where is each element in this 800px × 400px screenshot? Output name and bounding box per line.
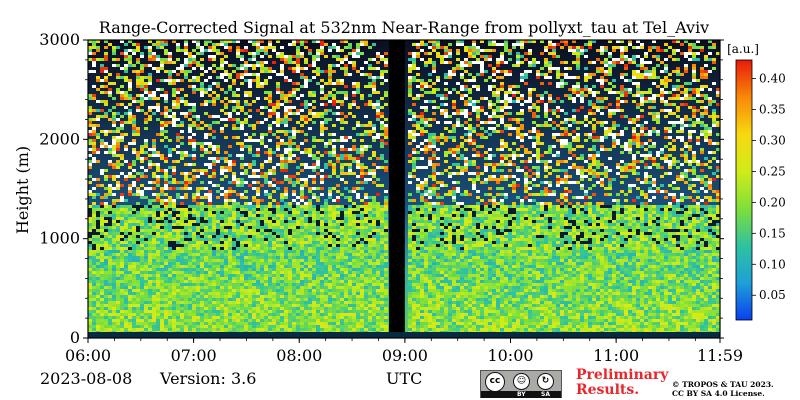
x-axis: 06:00 07:00 08:00 09:00 10:00 11:00 11:59 bbox=[65, 338, 743, 365]
cc-license-logo: cc ☺ ↻ BY SA bbox=[480, 370, 562, 398]
copyright-notice: © TROPOS & TAU 2023. CC BY SA 4.0 Licens… bbox=[672, 380, 774, 398]
x-tick-label: 09:00 bbox=[382, 346, 428, 365]
chart-title: Range-Corrected Signal at 532nm Near-Ran… bbox=[99, 18, 709, 37]
version-label: Version: 3.6 bbox=[160, 369, 257, 388]
heatmap-cells bbox=[88, 40, 720, 334]
y-tick-label: 0 bbox=[70, 328, 80, 347]
colorbar-tick-label: 0.40 bbox=[759, 72, 786, 86]
x-tick-label: 07:00 bbox=[171, 346, 217, 365]
surface-band bbox=[88, 332, 720, 338]
x-axis-label: UTC bbox=[386, 369, 423, 388]
cc-icon: cc bbox=[485, 372, 505, 392]
colorbar: [a.u.] 0.05 0.10 0.15 0.20 0.25 0.30 0.35 0.40 bbox=[727, 42, 786, 321]
y-tick-label: 2000 bbox=[39, 129, 80, 148]
copyright-line-2: CC BY SA 4.0 License. bbox=[672, 389, 765, 398]
sa-label: SA bbox=[541, 391, 550, 398]
preliminary-line-1: Preliminary bbox=[576, 367, 669, 383]
colorbar-tick-label: 0.15 bbox=[759, 226, 786, 240]
preliminary-line-2: Results. bbox=[576, 382, 640, 398]
plot-area bbox=[87, 39, 721, 339]
y-tick-label: 3000 bbox=[39, 30, 80, 49]
colorbar-tick-label: 0.25 bbox=[759, 164, 786, 178]
x-tick-label: 06:00 bbox=[65, 346, 111, 365]
colorbar-ticks: 0.05 0.10 0.15 0.20 0.25 0.30 0.35 0.40 bbox=[752, 72, 786, 302]
colorbar-bar bbox=[735, 59, 753, 321]
preliminary-notice: Preliminary Results. bbox=[576, 368, 668, 398]
colorbar-unit: [a.u.] bbox=[727, 42, 759, 56]
x-tick-label: 11:00 bbox=[593, 346, 639, 365]
colorbar-tick-label: 0.35 bbox=[759, 103, 786, 117]
y-axis-label: Height (m) bbox=[13, 146, 32, 234]
date-label: 2023-08-08 bbox=[40, 369, 133, 388]
by-person-icon: ☺ bbox=[513, 373, 530, 390]
y-axis: 0 1000 2000 3000 bbox=[39, 30, 724, 347]
no-data-gap bbox=[389, 40, 405, 338]
colorbar-tick-label: 0.30 bbox=[759, 133, 786, 147]
plot-frame bbox=[87, 39, 721, 339]
by-label: BY bbox=[517, 391, 526, 398]
y-tick-label: 1000 bbox=[39, 229, 80, 248]
x-tick-label: 08:00 bbox=[276, 346, 322, 365]
copyright-line-1: © TROPOS & TAU 2023. bbox=[672, 380, 774, 389]
colorbar-tick-label: 0.20 bbox=[759, 195, 786, 209]
share-alike-icon: ↻ bbox=[537, 373, 554, 390]
colorbar-tick-label: 0.05 bbox=[759, 288, 786, 302]
x-tick-label: 10:00 bbox=[487, 346, 533, 365]
x-tick-label: 11:59 bbox=[697, 346, 743, 365]
colorbar-tick-label: 0.10 bbox=[759, 257, 786, 271]
